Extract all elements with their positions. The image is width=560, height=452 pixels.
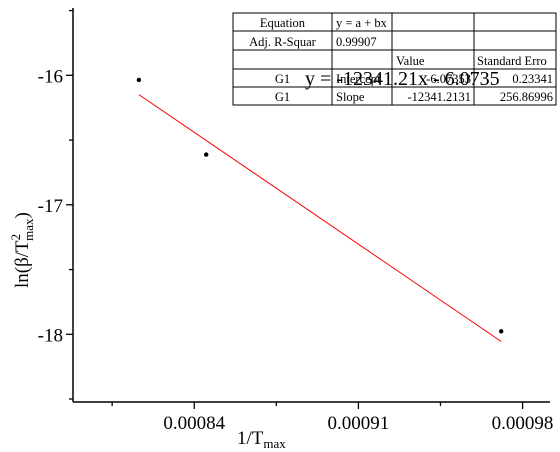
- x-tick-label: 0.00084: [163, 413, 225, 434]
- x-tick-label: 0.00091: [328, 413, 390, 434]
- stats-cell: y = a + bx: [336, 16, 388, 30]
- stats-cell: 0.99907: [336, 35, 377, 49]
- stats-cell: 0.23341: [512, 72, 553, 86]
- stats-cell: Slope: [336, 90, 365, 104]
- fit-equation: y = -12341.21x - 6.0735: [305, 68, 500, 90]
- y-tick-label: -18: [38, 325, 63, 346]
- y-axis-title-text: ln(β/T2max): [8, 212, 36, 288]
- stats-table-frame: [232, 12, 557, 106]
- stats-cell: G1: [275, 90, 290, 104]
- plot-area: [136, 77, 504, 342]
- stats-cell: Standard Erro: [477, 54, 547, 68]
- fit-line: [138, 94, 502, 342]
- data-point-1: [136, 77, 142, 83]
- x-axis-title: 1/Tmax: [237, 428, 286, 451]
- data-point-3: [499, 329, 504, 334]
- stats-table: Equation y = a + bx Adj. R-Squar 0.99907 Val…: [232, 12, 557, 106]
- y-tick-label: -16: [38, 66, 63, 87]
- stats-cell: Equation: [260, 16, 306, 30]
- stats-cell: Adj. R-Squar: [249, 35, 317, 49]
- axes: 0.00084 0.00091 0.00098 -18 -17 -16 1/Tmax ln(β…: [8, 8, 553, 451]
- stats-cell: G1: [275, 72, 290, 86]
- stats-cell: Value: [396, 54, 425, 68]
- stats-cell: -6.07353: [426, 72, 471, 86]
- y-tick-label: -17: [38, 196, 63, 217]
- stats-cell: 256.86996: [500, 90, 553, 104]
- data-point-2: [204, 152, 209, 157]
- y-axis-title: ln(β/T2max): [8, 212, 36, 288]
- stats-cell: Intercept: [336, 72, 381, 86]
- x-tick-label: 0.00098: [492, 413, 554, 434]
- stats-cell: -12341.2131: [407, 90, 471, 104]
